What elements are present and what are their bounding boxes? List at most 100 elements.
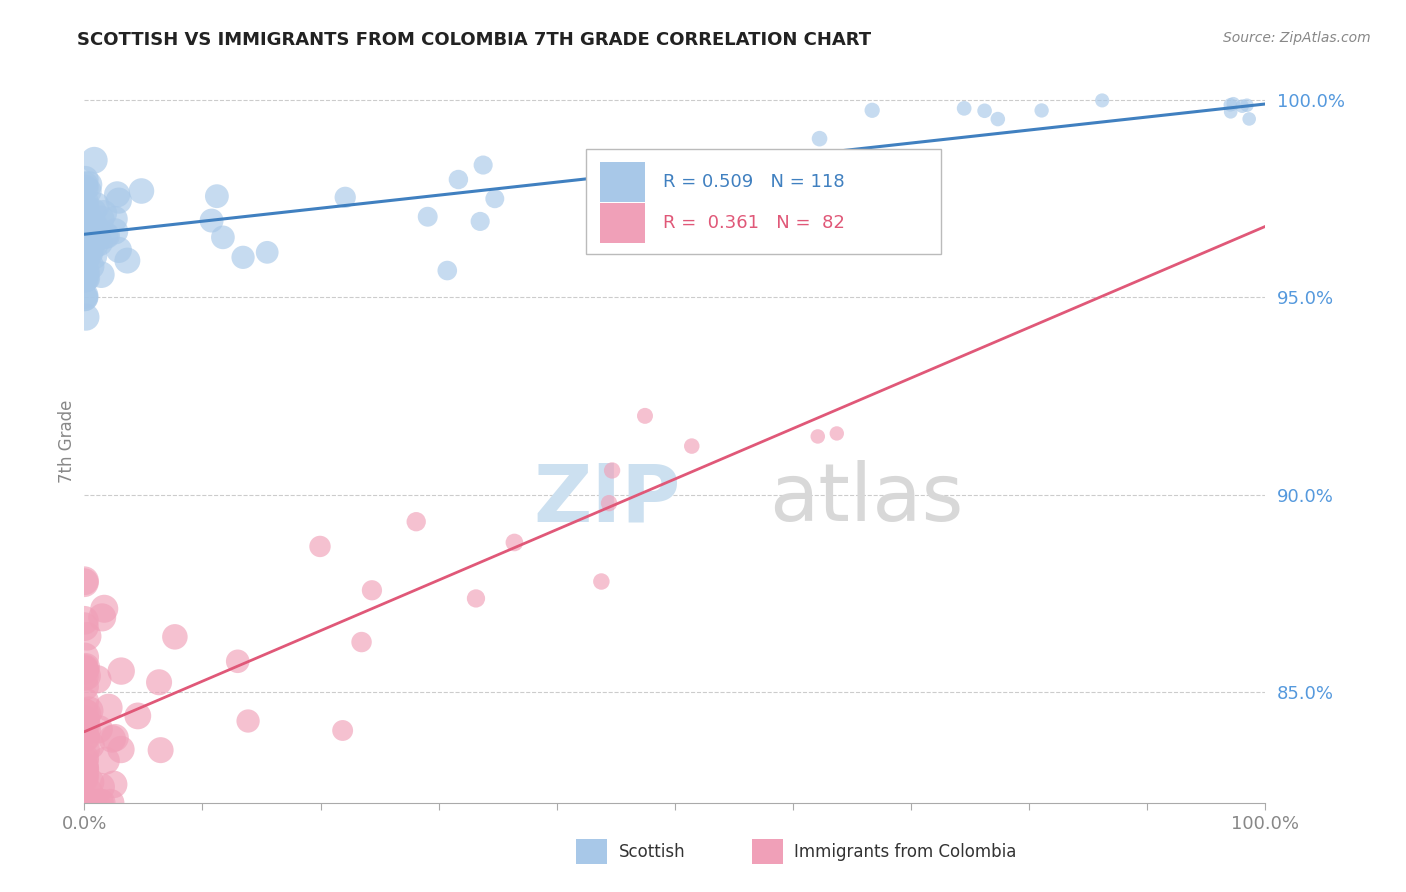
Point — [73, 212, 96, 227]
Point — [73, 267, 96, 281]
Text: ZIP: ZIP — [533, 460, 681, 539]
Point — [76, 234, 98, 248]
Point — [350, 635, 373, 649]
Point — [987, 112, 1010, 126]
Point — [86, 231, 108, 245]
Point — [73, 268, 96, 282]
Point — [73, 216, 96, 230]
Point — [232, 250, 254, 264]
Point — [256, 245, 278, 260]
Point — [77, 785, 100, 799]
Point — [825, 426, 848, 441]
Point — [77, 704, 100, 718]
Point — [103, 777, 125, 791]
Text: R = 0.509   N = 118: R = 0.509 N = 118 — [664, 173, 845, 191]
Point — [73, 649, 96, 664]
Point — [73, 754, 96, 768]
Point — [84, 219, 107, 234]
Point — [76, 240, 98, 254]
Point — [73, 220, 96, 235]
Point — [1031, 103, 1053, 118]
Point — [75, 172, 97, 186]
Point — [94, 754, 117, 768]
Point — [75, 743, 97, 757]
Point — [77, 184, 100, 198]
Point — [89, 796, 111, 810]
Point — [73, 772, 96, 786]
Point — [77, 178, 100, 192]
Point — [79, 775, 101, 789]
Point — [628, 185, 651, 199]
Point — [73, 796, 96, 810]
Point — [1230, 99, 1253, 113]
Point — [699, 178, 721, 192]
Point — [75, 660, 97, 674]
Point — [90, 796, 112, 810]
Point — [96, 228, 118, 243]
Point — [973, 103, 995, 118]
Point — [101, 731, 124, 746]
Point — [73, 663, 96, 677]
Point — [84, 198, 107, 212]
Point — [73, 235, 96, 249]
Point — [73, 695, 96, 709]
Point — [80, 226, 103, 240]
Point — [86, 222, 108, 236]
Point — [73, 796, 96, 810]
Point — [73, 225, 96, 239]
Text: Source: ZipAtlas.com: Source: ZipAtlas.com — [1223, 31, 1371, 45]
Point — [76, 706, 98, 721]
Point — [73, 796, 96, 810]
Point — [73, 232, 96, 246]
Point — [104, 211, 127, 226]
Bar — [600, 203, 645, 243]
Point — [75, 730, 97, 744]
Point — [73, 680, 96, 694]
Point — [465, 591, 488, 606]
Text: atlas: atlas — [769, 460, 963, 539]
Point — [73, 245, 96, 260]
Point — [75, 796, 97, 810]
Point — [104, 224, 127, 238]
Point — [73, 245, 96, 260]
Point — [79, 796, 101, 810]
Point — [82, 796, 104, 810]
Point — [89, 235, 111, 250]
Point — [73, 766, 96, 780]
Point — [73, 768, 96, 782]
Point — [73, 202, 96, 216]
Point — [73, 252, 96, 266]
Point — [1219, 98, 1241, 112]
Point — [73, 228, 96, 243]
Point — [73, 661, 96, 675]
Point — [503, 535, 526, 549]
Point — [79, 247, 101, 261]
Point — [87, 722, 110, 736]
Point — [73, 291, 96, 305]
Bar — [600, 162, 645, 202]
Point — [100, 796, 122, 810]
Point — [1236, 98, 1258, 112]
Point — [104, 731, 127, 745]
Point — [75, 713, 97, 727]
Point — [73, 706, 96, 720]
Point — [76, 233, 98, 247]
Point — [84, 237, 107, 252]
Point — [73, 760, 96, 774]
Point — [860, 103, 883, 118]
Point — [335, 190, 357, 204]
Point — [76, 228, 98, 243]
Point — [75, 194, 97, 209]
Point — [416, 210, 439, 224]
Point — [73, 796, 96, 810]
Point — [90, 780, 112, 794]
Point — [76, 796, 98, 810]
Point — [75, 731, 97, 745]
Point — [93, 601, 115, 615]
Point — [73, 269, 96, 284]
Bar — [752, 839, 783, 864]
Point — [75, 266, 97, 280]
Point — [75, 796, 97, 810]
Point — [73, 762, 96, 776]
Point — [97, 700, 120, 714]
